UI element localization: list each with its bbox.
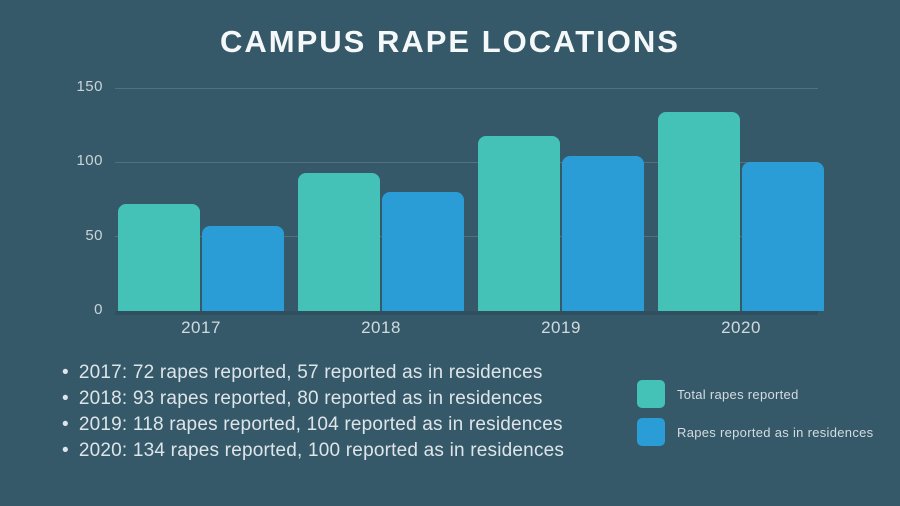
bar-total-2019: [478, 135, 560, 311]
x-axis-tick-2020: 2020: [721, 318, 761, 337]
page-title: CAMPUS RAPE LOCATIONS: [220, 24, 680, 59]
bar-residences-2018: [382, 192, 464, 311]
legend-swatch-residences: [637, 418, 665, 446]
legend-label-residences: Rapes reported as in residences: [677, 424, 874, 440]
y-axis-tick-0: 0: [94, 301, 103, 318]
gridline-150: [115, 87, 818, 89]
bar-residences-2019: [562, 156, 644, 311]
legend-swatch-total: [637, 380, 665, 408]
bar-group-2019: [478, 88, 644, 311]
bar-group-2017: [118, 88, 284, 311]
bullet-list: 2017: 72 rapes reported, 57 reported as …: [62, 360, 642, 464]
bullet-item-2018: 2018: 93 rapes reported, 80 reported as …: [62, 386, 642, 412]
y-axis-tick-50: 50: [85, 226, 103, 244]
bar-total-2020: [658, 111, 740, 311]
bullet-item-2019: 2019: 118 rapes reported, 104 reported a…: [62, 412, 642, 438]
bar-residences-2017: [202, 226, 284, 311]
legend-item-total: Total rapes reported: [637, 380, 873, 408]
y-axis-tick-100: 100: [76, 152, 103, 170]
bullet-item-2017: 2017: 72 rapes reported, 57 reported as …: [62, 360, 642, 386]
y-axis-tick-150: 150: [76, 78, 103, 95]
bar-total-2018: [298, 172, 380, 311]
legend: Total rapes reported Rapes reported as i…: [637, 380, 873, 456]
bar-group-2020: [658, 88, 824, 311]
bullet-item-2020: 2020: 134 rapes reported, 100 reported a…: [62, 438, 642, 464]
x-axis-tick-2019: 2019: [541, 318, 581, 337]
x-axis-baseline: [115, 311, 818, 315]
gridline-100: [115, 161, 818, 163]
legend-label-total: Total rapes reported: [677, 386, 799, 402]
x-axis-tick-2017: 2017: [181, 318, 221, 337]
gridline-50: [115, 236, 818, 238]
bar-residences-2020: [742, 162, 824, 311]
x-axis-tick-2018: 2018: [361, 318, 401, 337]
bar-total-2017: [118, 203, 200, 311]
bar-group-2018: [298, 88, 464, 311]
bar-chart-plot-area: 0 50 100 150 2017 2018 2019 2020: [76, 78, 824, 337]
legend-item-residences: Rapes reported as in residences: [637, 418, 873, 446]
